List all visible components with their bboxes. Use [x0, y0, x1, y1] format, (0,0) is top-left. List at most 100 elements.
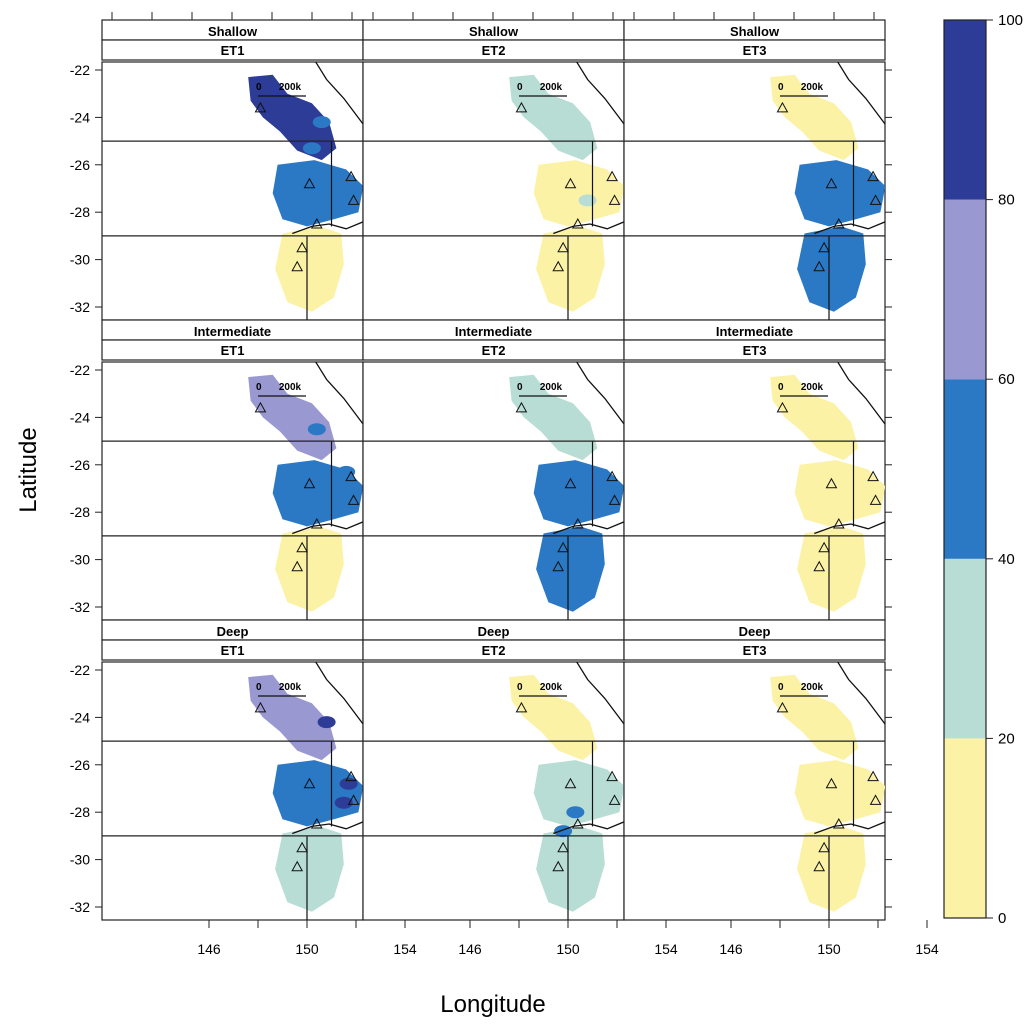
site-triangle	[813, 260, 826, 272]
site-triangle	[296, 241, 308, 253]
scale-label-zero: 0	[778, 382, 784, 393]
strip-et-label: ET1	[221, 643, 245, 658]
y-tick-label: -22	[70, 362, 90, 378]
y-tick-label: -22	[70, 662, 90, 678]
strip-depth-label: Deep	[217, 624, 249, 639]
y-tick-label: -24	[70, 409, 90, 425]
region-central	[272, 760, 363, 827]
x-tick-label: 150	[295, 941, 319, 957]
strip-et-label: ET3	[743, 43, 767, 58]
coastline	[836, 62, 885, 126]
site-triangle	[345, 770, 357, 782]
y-tick-label: -22	[70, 62, 90, 78]
region-south	[797, 226, 866, 312]
site-triangle	[291, 860, 304, 872]
site-triangle	[608, 494, 621, 505]
site-triangle	[345, 470, 357, 482]
scale-label-distance: 200k	[801, 382, 824, 393]
map-panel-shallow-et3: Shallow ET3 0 200k	[623, 12, 892, 321]
region-south	[275, 526, 344, 612]
color-key-label: 40	[998, 551, 1015, 568]
site-triangle	[515, 101, 528, 113]
patch	[832, 139, 851, 152]
site-triangle	[291, 560, 304, 572]
region-south	[275, 826, 344, 912]
scale-label-distance: 200k	[279, 82, 302, 93]
color-key-band	[944, 558, 986, 739]
site-triangle	[818, 841, 830, 853]
scale-label-distance: 200k	[279, 682, 302, 693]
color-key-band	[944, 20, 986, 200]
site-triangle	[303, 777, 316, 789]
site-triangle	[825, 777, 838, 789]
site-triangle	[254, 101, 267, 113]
strip-depth-label: Intermediate	[716, 324, 793, 339]
y-tick-label: -28	[70, 504, 90, 520]
scale-label-distance: 200k	[540, 82, 563, 93]
site-triangle	[291, 260, 304, 272]
coastline	[575, 662, 624, 726]
map-panel-deep-et3: Deep ET3 0 200k 146 150 154	[623, 619, 939, 957]
map-panel-shallow-et2: Shallow ET2 0 200k	[362, 12, 625, 321]
region-central	[272, 160, 363, 227]
x-tick-label: 146	[197, 941, 221, 957]
site-triangle	[571, 818, 584, 829]
y-tick-label: -24	[70, 709, 90, 725]
coastline	[575, 362, 624, 426]
color-key-label: 100	[998, 12, 1023, 29]
site-triangle	[557, 241, 569, 253]
region-south	[797, 526, 866, 612]
site-triangle	[564, 477, 577, 489]
site-triangle	[776, 701, 789, 713]
x-tick-label: 150	[817, 941, 841, 957]
x-tick-label: 146	[458, 941, 482, 957]
patch	[566, 806, 585, 819]
site-triangle	[254, 701, 267, 713]
x-tick-label: 154	[393, 941, 417, 957]
color-key-band	[944, 738, 986, 918]
site-triangle	[303, 477, 316, 489]
site-triangle	[310, 218, 323, 229]
scale-label-zero: 0	[256, 682, 262, 693]
scale-label-distance: 200k	[801, 682, 824, 693]
strip-et-label: ET2	[482, 343, 506, 358]
site-triangle	[832, 818, 845, 829]
site-triangle	[552, 860, 565, 872]
region-central	[794, 160, 885, 227]
strip-et-label: ET3	[743, 643, 767, 658]
strip-depth-label: Intermediate	[194, 324, 271, 339]
site-triangle	[254, 401, 267, 413]
coastline	[836, 662, 885, 726]
state-border	[814, 821, 885, 835]
map-panel-shallow-et1: Shallow ET1 0 200k -22 -24 -26 -28 -30 -32	[70, 12, 364, 321]
site-triangle	[608, 794, 621, 805]
color-key-label: 0	[998, 910, 1006, 927]
strip-et	[623, 39, 886, 61]
site-triangle	[347, 794, 360, 805]
site-triangle	[515, 701, 528, 713]
site-triangle	[345, 170, 357, 182]
site-triangle	[557, 541, 569, 553]
site-triangle	[818, 241, 830, 253]
map-panel-deep-et1: Deep ET1 0 200k -22 -24 -26 -28 -30 -32 146 150 154	[70, 619, 417, 957]
y-tick-label: -32	[70, 299, 90, 315]
state-border	[553, 821, 624, 835]
site-triangle	[867, 170, 879, 182]
site-triangle	[818, 541, 830, 553]
site-triangle	[552, 560, 565, 572]
region-central	[272, 460, 363, 527]
coastline	[314, 662, 363, 726]
strip-et-label: ET1	[221, 343, 245, 358]
site-triangle	[515, 401, 528, 413]
site-triangle	[310, 818, 323, 829]
site-triangle	[867, 470, 879, 482]
strip-depth-label: Shallow	[208, 24, 258, 39]
region-south	[536, 826, 605, 912]
site-triangle	[564, 177, 577, 189]
map-panel-intermediate-et1: Intermediate ET1 0 200k -22 -24 -26 -28 -30 -32	[70, 319, 364, 621]
state-border	[553, 221, 624, 235]
y-tick-label: -26	[70, 757, 90, 773]
site-triangle	[776, 401, 789, 413]
region-south	[797, 826, 866, 912]
